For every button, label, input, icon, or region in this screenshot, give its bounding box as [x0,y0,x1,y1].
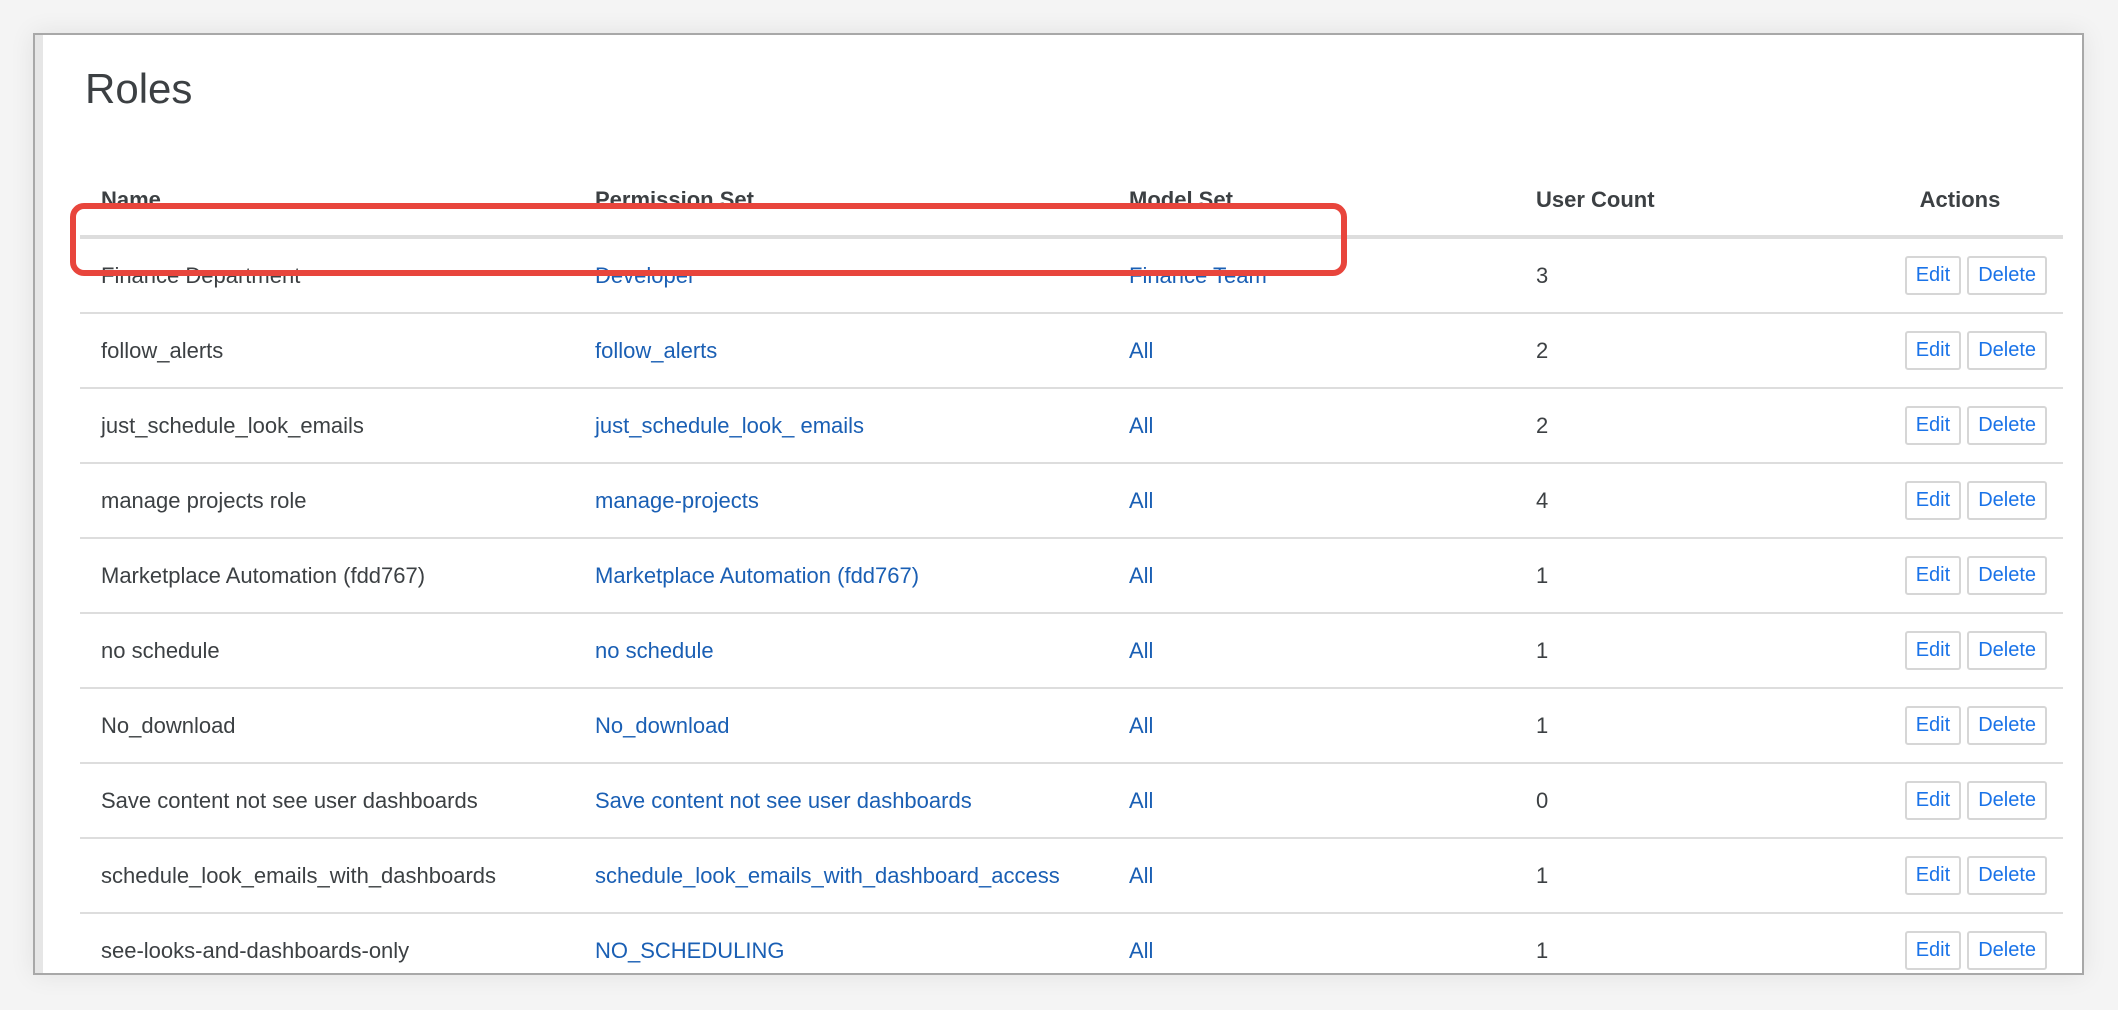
table-row: Save content not see user dashboards Sav… [80,763,2063,839]
user-count: 1 [1515,838,1836,914]
permission-set-link[interactable]: follow_alerts [595,337,718,363]
role-name: No_download [80,688,574,764]
user-count: 1 [1515,688,1836,764]
role-name: Marketplace Automation (fdd767) [80,538,574,614]
model-set-link[interactable]: All [1129,637,1154,663]
actions-cell: Edit Delete [1836,463,2063,539]
role-name: just_schedule_look_emails [80,388,574,464]
actions-cell: Edit Delete [1836,838,2063,914]
page-title: Roles [85,65,193,112]
left-scrollbar[interactable] [35,35,43,973]
permission-set-link[interactable]: NO_SCHEDULING [595,937,785,963]
actions-cell: Edit Delete [1836,913,2063,987]
actions-cell: Edit Delete [1836,763,2063,839]
delete-button[interactable]: Delete [1967,631,2047,670]
table-row: see-looks-and-dashboards-only NO_SCHEDUL… [80,913,2063,987]
user-count: 3 [1515,237,1836,314]
user-count: 0 [1515,763,1836,839]
edit-button[interactable]: Edit [1904,481,1962,520]
permission-set-link[interactable]: no schedule [595,637,714,663]
delete-button[interactable]: Delete [1967,331,2047,370]
edit-button[interactable]: Edit [1904,556,1962,595]
delete-button[interactable]: Delete [1967,556,2047,595]
delete-button[interactable]: Delete [1967,256,2047,295]
table-row: schedule_look_emails_with_dashboards sch… [80,838,2063,914]
role-name: follow_alerts [80,313,574,389]
role-name: Save content not see user dashboards [80,763,574,839]
permission-set-link[interactable]: No_download [595,712,730,738]
table-row: manage projects role manage-projects All… [80,463,2063,539]
permission-set-link[interactable]: just_schedule_look_ emails [595,412,865,438]
actions-cell: Edit Delete [1836,313,2063,389]
table-row: Marketplace Automation (fdd767) Marketpl… [80,538,2063,614]
permission-set-link[interactable]: Save content not see user dashboards [595,787,972,813]
user-count: 2 [1515,313,1836,389]
edit-button[interactable]: Edit [1904,931,1962,970]
col-user-count: User Count [1515,165,1836,239]
actions-cell: Edit Delete [1836,237,2063,314]
user-count: 1 [1515,538,1836,614]
delete-button[interactable]: Delete [1967,406,2047,445]
table-header: Name Permission Set Model Set User Count… [80,165,2063,239]
edit-button[interactable]: Edit [1904,256,1962,295]
table-row: No_download No_download All 1 Edit Delete [80,688,2063,764]
model-set-link[interactable]: All [1129,712,1154,738]
model-set-link[interactable]: All [1129,862,1154,888]
table-row: Finance Department Developer Finance Tea… [80,237,2063,314]
model-set-link[interactable]: All [1129,937,1154,963]
user-count: 1 [1536,937,1549,963]
model-set-link[interactable]: All [1129,562,1154,588]
model-set-link[interactable]: All [1129,487,1154,513]
delete-button[interactable]: Delete [1967,481,2047,520]
permission-set-link[interactable]: schedule_look_emails_with_dashboard_acce… [595,862,1060,888]
edit-button[interactable]: Edit [1904,706,1962,745]
role-name: schedule_look_emails_with_dashboards [80,838,574,914]
user-count: 4 [1515,463,1836,539]
edit-button[interactable]: Edit [1904,856,1962,895]
actions-cell: Edit Delete [1836,613,2063,689]
edit-button[interactable]: Edit [1904,781,1962,820]
role-name: manage projects role [80,463,574,539]
delete-button[interactable]: Delete [1967,931,2047,970]
actions-cell: Edit Delete [1836,688,2063,764]
table-row: follow_alerts follow_alerts All 2 Edit De… [80,313,2063,389]
delete-button[interactable]: Delete [1967,781,2047,820]
edit-button[interactable]: Edit [1904,631,1962,670]
actions-cell: Edit Delete [1836,388,2063,464]
table-row: no schedule no schedule All 1 Edit Delete [80,613,2063,689]
permission-set-link[interactable]: Developer [595,262,696,288]
edit-button[interactable]: Edit [1904,331,1962,370]
model-set-link[interactable]: All [1129,787,1154,813]
col-permission-set: Permission Set [574,165,1108,239]
actions-cell: Edit Delete [1836,538,2063,614]
model-set-link[interactable]: All [1129,337,1154,363]
permission-set-link[interactable]: manage-projects [595,487,759,513]
delete-button[interactable]: Delete [1967,856,2047,895]
col-model-set: Model Set [1108,165,1515,239]
user-count: 1 [1515,613,1836,689]
model-set-link[interactable]: Finance Team [1129,262,1267,288]
delete-button[interactable]: Delete [1967,706,2047,745]
permission-set-link[interactable]: Marketplace Automation (fdd767) [595,562,920,588]
model-set-link[interactable]: All [1129,412,1154,438]
role-name: see-looks-and-dashboards-only [101,937,410,963]
table-row: just_schedule_look_emails just_schedule_… [80,388,2063,464]
col-name: Name [80,165,574,239]
roles-table: Name Permission Set Model Set User Count… [80,165,2063,987]
edit-button[interactable]: Edit [1904,406,1962,445]
user-count: 2 [1515,388,1836,464]
roles-panel: Roles Name Permission Set Model Set User… [33,33,2084,975]
role-name: Finance Department [80,237,574,314]
role-name: no schedule [80,613,574,689]
col-actions: Actions [1836,165,2063,239]
